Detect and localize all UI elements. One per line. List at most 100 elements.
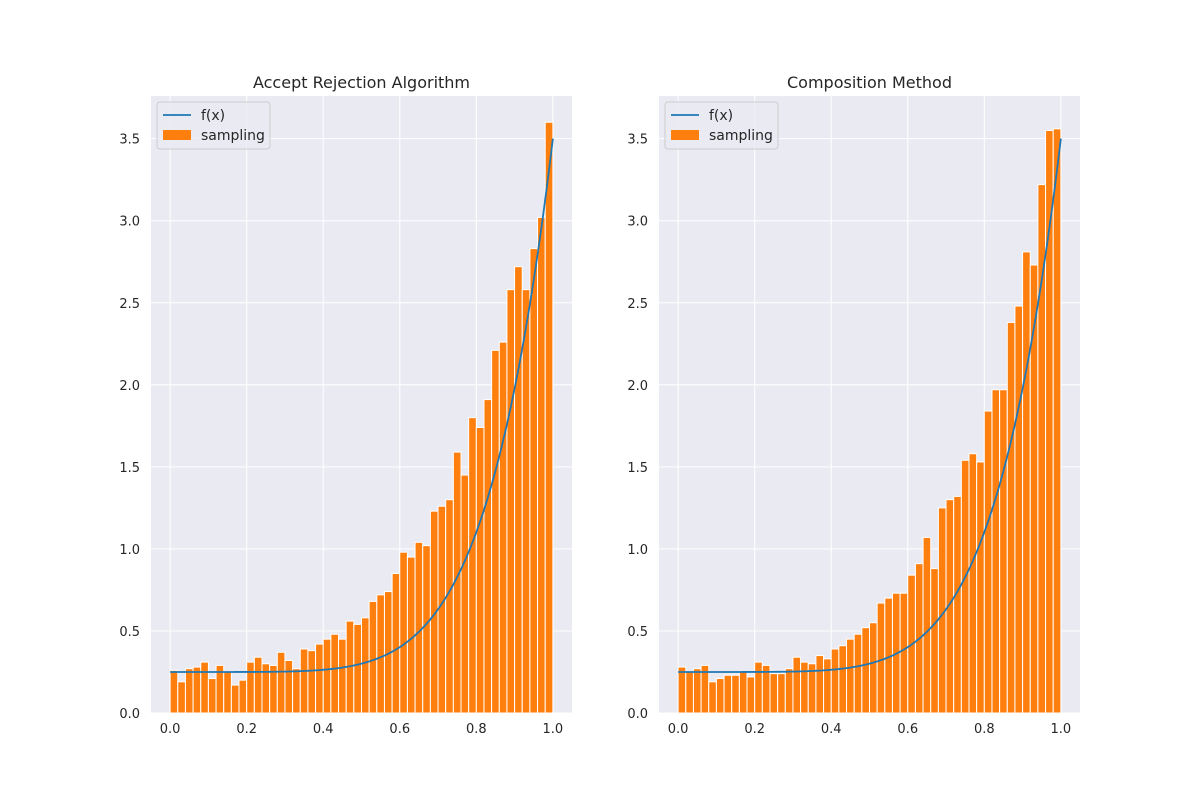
- histogram-bar: [445, 499, 454, 714]
- histogram-bar: [529, 248, 539, 714]
- fx-line: [170, 138, 554, 673]
- histogram-bar: [823, 658, 832, 714]
- histogram-bar: [521, 289, 531, 714]
- x-tick-labels: 0.0 0.2 0.4 0.6 0.8 1.0: [160, 722, 563, 737]
- histogram-bar: [514, 266, 523, 714]
- histogram-bar: [1052, 128, 1062, 714]
- histogram-bar: [307, 650, 317, 714]
- legend-label-fx: f(x): [201, 108, 225, 124]
- histogram-bar: [368, 600, 378, 714]
- legend: f(x) sampling: [156, 101, 271, 150]
- histogram-bar: [968, 453, 978, 714]
- histogram-bar: [284, 659, 294, 714]
- histogram-bar: [754, 661, 763, 714]
- histogram-bar: [361, 617, 370, 714]
- histogram-bar: [1014, 305, 1024, 714]
- histogram-bar: [838, 645, 848, 714]
- histogram-bar: [460, 474, 470, 714]
- histogram-bar: [853, 633, 863, 714]
- histogram-bar: [1022, 251, 1031, 714]
- x-tick-label: 1.0: [543, 722, 564, 737]
- histogram-bar: [376, 594, 385, 714]
- histogram-bar: [399, 551, 408, 714]
- legend-label-fx: f(x): [709, 108, 733, 124]
- chart-title: Composition Method: [787, 73, 952, 92]
- histogram-bar: [738, 671, 748, 714]
- y-tick-label: 2.5: [119, 297, 140, 312]
- histogram-bar: [200, 661, 209, 714]
- histogram-bar: [406, 556, 416, 714]
- histogram-bar: [537, 216, 546, 714]
- y-tick-label: 2.0: [627, 379, 648, 394]
- histogram-bar: [976, 461, 985, 714]
- histogram-bar: [677, 666, 687, 714]
- legend: f(x) sampling: [664, 101, 779, 150]
- histogram-bar: [330, 633, 340, 714]
- histogram-bar: [437, 505, 447, 714]
- histogram-bar: [207, 678, 217, 714]
- y-tick-label: 1.0: [627, 543, 648, 558]
- y-tick-label: 3.5: [627, 133, 648, 148]
- histogram-bar: [830, 648, 840, 714]
- composition-panel: 0.0 0.2 0.4 0.6 0.8 1.0 0.0 0.5 1.0 1.5 2.0 2.5 3.0…: [627, 73, 1080, 737]
- accept-rejection-panel: 0.0 0.2 0.4 0.6 0.8 1.0 0.0 0.5 1.0 1.5 2.0 2.5 3.0…: [119, 73, 572, 737]
- histogram-bar: [468, 417, 477, 714]
- histogram-bar: [238, 679, 248, 714]
- y-tick-label: 0.0: [627, 707, 648, 722]
- histogram-bar: [1006, 321, 1016, 714]
- histogram-bar: [715, 678, 725, 714]
- histogram-bar: [922, 536, 932, 714]
- y-tick-label: 1.5: [119, 461, 140, 476]
- y-tick-labels: 0.0 0.5 1.0 1.5 2.0 2.5 3.0 3.5: [119, 133, 140, 722]
- histogram-bar: [223, 671, 232, 714]
- legend-bar-swatch: [671, 130, 699, 140]
- histogram-bar: [498, 341, 508, 714]
- histogram-bar: [292, 668, 301, 714]
- fx-curve: [678, 138, 1062, 673]
- histogram-bar: [276, 651, 286, 714]
- histogram-bar: [800, 661, 809, 714]
- x-tick-label: 0.8: [974, 722, 995, 737]
- histogram-bar: [991, 389, 1001, 714]
- legend-label-sampling: sampling: [709, 128, 773, 144]
- histogram-bar: [192, 666, 202, 714]
- histogram-bar: [777, 673, 786, 714]
- histogram-bar: [899, 592, 909, 714]
- y-tick-label: 1.0: [119, 543, 140, 558]
- histogram-bar: [983, 410, 993, 714]
- sampling-bars: [677, 128, 1062, 714]
- histogram-bar: [1045, 129, 1054, 714]
- histogram-bar: [322, 638, 332, 714]
- histogram-bar: [338, 638, 347, 714]
- y-tick-label: 1.5: [627, 461, 648, 476]
- histogram-bar: [746, 676, 756, 714]
- histogram-bar: [815, 655, 825, 714]
- legend-bar-swatch: [163, 130, 191, 140]
- histogram-bar: [861, 627, 871, 714]
- histogram-bar: [708, 681, 717, 714]
- histogram-bar: [491, 349, 500, 714]
- x-tick-label: 0.0: [668, 722, 689, 737]
- histogram-bar: [422, 545, 431, 714]
- histogram-bar: [869, 622, 878, 714]
- histogram-bar: [876, 602, 886, 714]
- histogram-bar: [792, 656, 802, 714]
- histogram-bar: [960, 459, 970, 714]
- histogram-bar: [169, 669, 179, 714]
- y-tick-label: 0.5: [119, 625, 140, 640]
- histogram-bar: [506, 289, 516, 714]
- fx-curve: [170, 138, 554, 673]
- sampling-bars: [169, 121, 554, 714]
- histogram-bar: [299, 648, 309, 714]
- histogram-bar: [784, 668, 794, 714]
- chart-title: Accept Rejection Algorithm: [253, 73, 470, 92]
- histogram-bar: [475, 426, 485, 714]
- y-tick-label: 3.5: [119, 133, 140, 148]
- x-tick-label: 1.0: [1051, 722, 1072, 737]
- histogram-bar: [315, 643, 324, 714]
- histogram-bar: [930, 568, 939, 714]
- y-tick-label: 0.0: [119, 707, 140, 722]
- histogram-bar: [414, 541, 424, 714]
- histogram-bar: [230, 684, 240, 714]
